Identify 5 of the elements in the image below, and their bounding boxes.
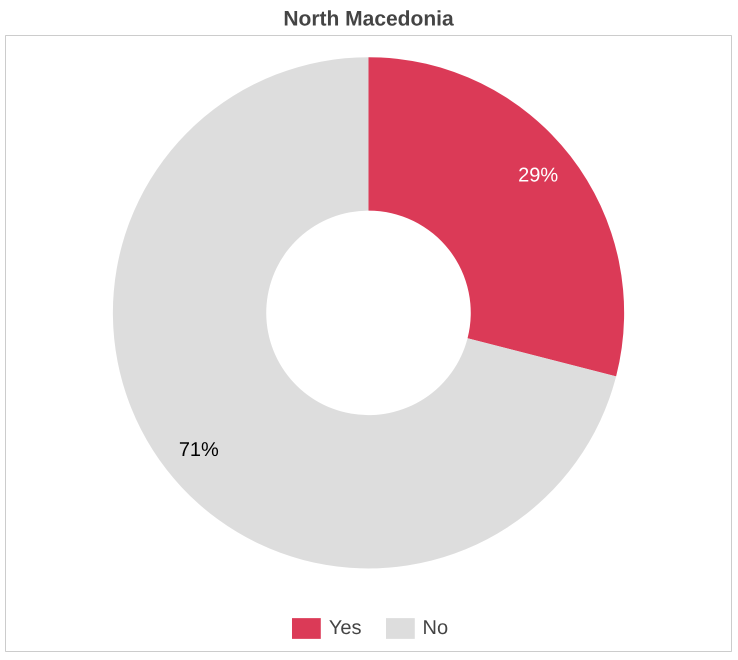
legend-label: Yes (328, 616, 362, 640)
legend-label: No (422, 616, 448, 640)
data-label: 71% (178, 439, 220, 462)
data-label: 29% (518, 164, 558, 187)
chart-title: North Macedonia (283, 8, 454, 30)
